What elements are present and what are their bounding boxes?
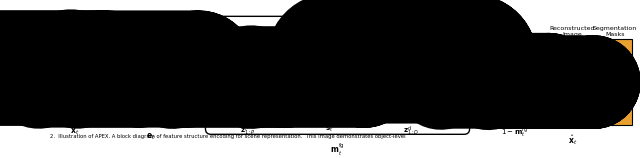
Text: 2.  Illustration of APEX. A block diagram of feature structure encoding for scen: 2. Illustration of APEX. A block diagram… — [51, 134, 406, 139]
Ellipse shape — [561, 97, 569, 106]
FancyBboxPatch shape — [106, 25, 195, 123]
Bar — [496, 76, 515, 93]
Text: $\mathbf{z}_{1:D}^{\mathrm{d}}$: $\mathbf{z}_{1:D}^{\mathrm{d}}$ — [403, 124, 419, 138]
Ellipse shape — [497, 61, 510, 70]
Bar — [246, 64, 259, 78]
Bar — [70, 47, 82, 64]
Ellipse shape — [233, 52, 244, 60]
Ellipse shape — [309, 73, 326, 86]
Ellipse shape — [606, 87, 616, 94]
Bar — [310, 58, 330, 74]
Text: Background: Background — [493, 35, 536, 41]
Text: $\mathbf{z}_{1:P}^{\mathrm{p}}$: $\mathbf{z}_{1:P}^{\mathrm{p}}$ — [240, 124, 255, 137]
Bar — [212, 36, 282, 118]
Text: Segmentation
Masks: Segmentation Masks — [593, 26, 637, 37]
Bar — [60, 69, 66, 78]
Ellipse shape — [567, 60, 578, 67]
Bar — [233, 69, 244, 78]
Ellipse shape — [500, 84, 517, 97]
Bar — [159, 64, 184, 89]
Ellipse shape — [506, 70, 530, 86]
Bar — [51, 27, 98, 118]
Bar — [572, 58, 583, 73]
Bar — [598, 39, 632, 125]
Ellipse shape — [308, 45, 337, 67]
Ellipse shape — [559, 47, 574, 58]
Bar — [239, 49, 250, 65]
Text: Foreground: Foreground — [314, 5, 362, 14]
Text: Conv
LSTM: Conv LSTM — [164, 96, 179, 107]
Ellipse shape — [602, 51, 616, 69]
Text: Input Image: Input Image — [54, 18, 94, 24]
Text: $1 - \mathbf{m}_t^{\mathrm{fg}}$: $1 - \mathbf{m}_t^{\mathrm{fg}}$ — [501, 126, 528, 140]
Text: Reconstructed
Image: Reconstructed Image — [550, 26, 595, 37]
Text: Scope: Scope — [319, 28, 339, 34]
Ellipse shape — [512, 55, 532, 72]
Ellipse shape — [602, 68, 612, 81]
Text: Propagation: Propagation — [228, 28, 268, 34]
Bar — [554, 39, 591, 125]
Text: $\mathbf{s}_t$: $\mathbf{s}_t$ — [325, 124, 333, 134]
FancyBboxPatch shape — [205, 16, 470, 134]
Bar — [212, 36, 282, 82]
Bar — [483, 44, 546, 118]
Text: DLA
Encoder: DLA Encoder — [113, 96, 134, 107]
Text: Discovery: Discovery — [394, 28, 428, 34]
Bar — [67, 67, 80, 82]
Text: $\mathbf{x}_t$: $\mathbf{x}_t$ — [70, 126, 79, 137]
Bar — [570, 73, 583, 87]
Ellipse shape — [62, 50, 76, 59]
Bar — [376, 36, 445, 118]
Text: $\hat{\mathbf{x}}_t$: $\hat{\mathbf{x}}_t$ — [568, 133, 577, 147]
Text: Backbone: Backbone — [132, 14, 169, 23]
Bar — [297, 36, 362, 118]
Ellipse shape — [55, 37, 72, 50]
Ellipse shape — [405, 78, 417, 89]
Ellipse shape — [59, 92, 68, 101]
Text: $\mathbf{m}_t^{\mathrm{fg}}$: $\mathbf{m}_t^{\mathrm{fg}}$ — [330, 142, 345, 158]
Ellipse shape — [225, 39, 241, 52]
Bar — [111, 64, 137, 89]
Ellipse shape — [322, 61, 346, 81]
Text: $\mathbf{e}_t$: $\mathbf{e}_t$ — [146, 132, 156, 142]
Ellipse shape — [616, 60, 627, 74]
Ellipse shape — [490, 50, 506, 63]
